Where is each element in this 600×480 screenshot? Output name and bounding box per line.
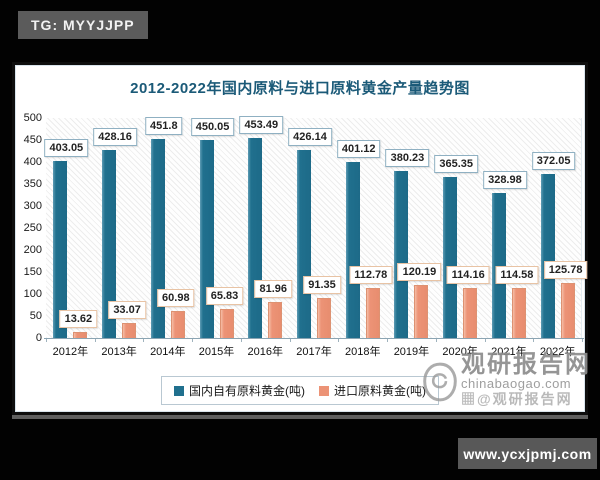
x-axis-label: 2012年 <box>52 346 89 358</box>
bar-import <box>170 311 185 338</box>
chart-panel-border <box>15 65 585 412</box>
legend-label: 进口原料黄金(吨) <box>334 384 426 398</box>
bar-import <box>414 285 429 338</box>
x-axis-tick <box>582 339 583 342</box>
x-axis-line <box>44 338 584 339</box>
data-label: 365.35 <box>434 155 478 174</box>
data-label: 65.83 <box>205 287 244 306</box>
data-label: 114.58 <box>495 265 539 284</box>
y-axis-label: 200 <box>23 244 42 256</box>
data-label: 91.35 <box>303 275 341 294</box>
bar-import <box>463 287 478 338</box>
y-axis-label: 350 <box>23 178 42 190</box>
x-axis-label: 2019年 <box>393 346 430 358</box>
website-badge-label: www.ycxjpmj.com <box>463 445 592 462</box>
bar-domestic <box>102 149 117 338</box>
bar-domestic <box>199 139 214 338</box>
y-axis-label: 450 <box>23 134 42 146</box>
x-axis-tick <box>289 339 291 342</box>
plot-area <box>46 118 582 338</box>
y-axis-label: 150 <box>23 266 42 278</box>
bar-import <box>122 323 137 338</box>
data-label: 453.49 <box>239 116 284 135</box>
data-label: 380.23 <box>385 148 430 167</box>
legend-item: 进口原料黄金(吨) <box>319 382 426 399</box>
legend-item: 国内自有原料黄金(吨) <box>174 382 305 399</box>
data-label: 112.78 <box>349 266 393 285</box>
x-axis-tick <box>46 339 47 342</box>
data-label: 372.05 <box>531 152 576 171</box>
bar-import <box>560 282 575 338</box>
data-label: 451.8 <box>145 117 183 136</box>
x-axis-tick <box>484 339 486 342</box>
x-axis-tick <box>240 339 242 342</box>
data-label: 13.62 <box>59 310 98 328</box>
data-label: 401.12 <box>336 139 381 158</box>
x-axis-label: 2015年 <box>198 346 235 358</box>
x-axis-tick <box>94 339 96 342</box>
data-label: 403.05 <box>44 138 89 157</box>
bar-domestic <box>53 160 68 338</box>
x-axis-label: 2018年 <box>344 346 381 358</box>
data-label: 428.16 <box>93 127 137 146</box>
bar-domestic <box>540 174 555 338</box>
y-axis-label: 50 <box>29 310 42 322</box>
x-axis-label: 2020年 <box>442 346 478 358</box>
data-label: 450.05 <box>190 117 235 136</box>
bar-domestic <box>394 170 409 338</box>
bar-domestic <box>345 161 360 338</box>
x-axis-label: 2017年 <box>296 346 332 358</box>
bar-import <box>317 297 331 338</box>
data-label: 328.98 <box>483 171 527 190</box>
data-label: 120.19 <box>397 263 442 282</box>
bar-domestic <box>443 177 458 338</box>
bar-import <box>365 288 380 338</box>
data-label: 426.14 <box>288 128 332 147</box>
telegram-badge-label: TG: MYYJJPP <box>31 17 135 33</box>
x-axis-label: 2022年 <box>539 346 576 358</box>
x-axis-label: 2013年 <box>101 346 137 358</box>
data-label: 125.78 <box>543 260 588 279</box>
legend: 国内自有原料黄金(吨) 进口原料黄金(吨) <box>161 376 439 405</box>
x-axis-tick <box>533 339 535 342</box>
x-axis-label: 2014年 <box>150 346 186 358</box>
website-badge: www.ycxjpmj.com <box>458 438 597 469</box>
chart-title: 2012-2022年国内原料与进口原料黄金产量趋势图 <box>130 80 470 97</box>
bar-import <box>511 287 526 338</box>
bar-domestic <box>297 150 311 338</box>
x-axis-label: 2021年 <box>491 346 527 358</box>
y-axis-label: 100 <box>23 288 42 300</box>
x-axis-tick <box>192 339 194 342</box>
y-axis-label: 0 <box>35 332 42 344</box>
y-axis-label: 500 <box>23 112 42 124</box>
y-axis-label: 400 <box>23 156 42 168</box>
bar-import <box>219 309 234 338</box>
y-axis-label: 250 <box>23 222 42 234</box>
x-axis-tick <box>435 339 437 342</box>
legend-swatch <box>319 385 329 396</box>
bar-import <box>73 332 88 338</box>
legend-swatch <box>174 385 184 396</box>
bar-domestic <box>150 139 165 338</box>
x-axis-tick <box>143 339 145 342</box>
data-label: 114.16 <box>446 265 490 284</box>
x-axis-tick <box>338 339 340 342</box>
y-axis-label: 300 <box>23 200 42 212</box>
data-label: 81.96 <box>254 279 293 298</box>
bar-import <box>268 301 283 338</box>
legend-label: 国内自有原料黄金(吨) <box>189 384 305 398</box>
data-label: 60.98 <box>157 289 195 308</box>
bar-domestic <box>248 138 263 338</box>
data-label: 33.07 <box>108 301 146 320</box>
telegram-badge: TG: MYYJJPP <box>18 11 148 39</box>
chart-panel: 2012-2022年国内原料与进口原料黄金产量趋势图 国内自有原料黄金(吨) 进口… <box>12 62 588 415</box>
x-axis-tick <box>387 339 389 342</box>
x-axis-label: 2016年 <box>247 346 283 358</box>
